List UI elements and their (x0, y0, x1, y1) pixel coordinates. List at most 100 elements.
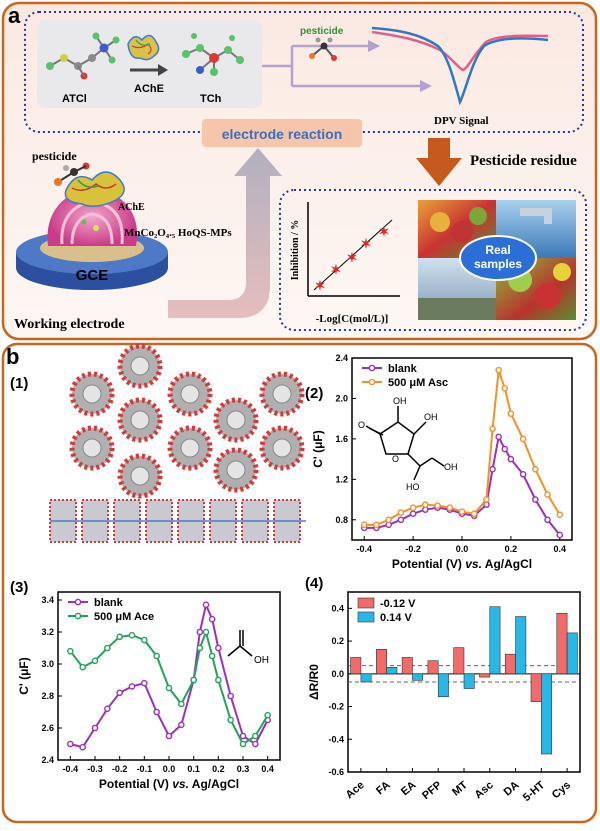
bar (376, 648, 387, 675)
data-point (501, 445, 509, 453)
y-tick-label: 0.4 (331, 603, 344, 613)
data-point (208, 652, 216, 660)
x-tick-label: -0.2 (112, 764, 128, 774)
data-point (532, 496, 539, 503)
data-point (489, 465, 496, 473)
data-point (397, 509, 405, 517)
real-samples-badge (459, 235, 537, 281)
log-axis-label: -Log[C(mol/L)] (316, 313, 389, 325)
data-point (141, 679, 148, 687)
material-label: MnCo₂O₄.₅ HoQS-MPs (124, 227, 232, 239)
inhibition-plot: ✶ ✶ ✶ ✶ ✶ (307, 202, 400, 297)
data-point (239, 740, 247, 748)
atcl-label: ATCl (62, 93, 87, 105)
panel-b: b (1) (2) (3) (4) -0.4 -0.2 0.0 0.2 0.4 0.8 1.… (1, 342, 598, 824)
y-tick-label: 0.0 (331, 669, 344, 679)
data-point (227, 692, 234, 700)
legend-label: blank (94, 597, 124, 609)
crystal-node-core (130, 410, 150, 430)
acetic-acid-structure-icon (227, 630, 253, 657)
legend-swatch (357, 611, 375, 623)
y-axis-label: ΔR/R0 (307, 664, 321, 700)
y-tick-label: 1.6 (335, 434, 348, 444)
data-point (67, 740, 74, 748)
x-axis-label: Potential (V) vs. Ag/AgCl (392, 557, 532, 571)
data-point (128, 683, 136, 690)
inhibition-point: ✶ (347, 250, 358, 265)
crystal-node-core (272, 438, 292, 458)
data-point (495, 366, 502, 374)
bar (427, 660, 439, 675)
electrode-reaction-label: electrode reaction (222, 126, 343, 142)
crystal-node-core (130, 356, 150, 376)
bar (504, 653, 516, 675)
y-tick-label: 2.4 (335, 353, 348, 363)
legend-marker (74, 612, 82, 620)
x-tick-label: 0.1 (187, 764, 200, 774)
y-tick-label: -0.2 (328, 702, 344, 712)
data-point (91, 657, 99, 665)
crystal-structure-illustration (49, 343, 306, 543)
ascorbic-acid-structure-icon (365, 406, 445, 481)
x-tick-label: 0.4 (261, 764, 274, 774)
data-point (458, 508, 466, 515)
data-point (116, 689, 123, 697)
data-point (544, 491, 551, 498)
y-tick-label: 3.2 (41, 627, 54, 637)
y-tick-label: 1.2 (335, 474, 348, 484)
atom-o: O (358, 420, 365, 430)
data-point (196, 644, 204, 652)
data-point (409, 510, 417, 518)
y-tick-label: 0.2 (331, 636, 344, 646)
data-point (104, 705, 111, 713)
data-point (489, 425, 496, 433)
data-point (373, 521, 380, 529)
legend-label: 500 μM Ace (94, 611, 154, 623)
crystal-node-core (130, 466, 150, 486)
bar (437, 673, 449, 698)
inhibition-point: ✶ (331, 262, 342, 277)
data-point (227, 716, 234, 724)
bar (530, 673, 542, 702)
data-point (79, 743, 86, 751)
subpanel-3-label: (3) (10, 579, 28, 596)
data-point (178, 721, 185, 729)
data-point (434, 502, 441, 509)
residue-box (279, 189, 587, 331)
y-tick-label: 3.0 (41, 659, 54, 669)
bar (515, 616, 527, 675)
bar (360, 673, 372, 683)
y-axis-label: C' (μF) (311, 430, 325, 468)
working-electrode-label: Working electrode (14, 317, 125, 332)
subpanel-2-label: (2) (305, 385, 323, 402)
y-axis-label: C' (μF) (17, 657, 31, 695)
y-tick-label: 2.0 (335, 393, 348, 403)
plot-b2: -0.4 -0.2 0.0 0.2 0.4 0.8 1.2 1.6 2.0 2.4 Potentia… (311, 353, 573, 571)
data-point (165, 732, 173, 740)
data-point (507, 410, 515, 417)
data-point (202, 601, 210, 609)
data-point (532, 465, 539, 473)
inhibition-axis-label: Inhibition / % (290, 220, 301, 281)
legend-label: 500 μM Asc (388, 377, 448, 389)
crystal-node-core (82, 384, 102, 404)
crystal-node-core (272, 384, 292, 404)
x-tick-label: 0.3 (237, 764, 250, 774)
data-point (501, 385, 509, 392)
x-axis-label: Potential (V) vs. Ag/AgCl (99, 777, 239, 791)
bar (489, 606, 501, 675)
x-tick-label: -0.3 (87, 764, 103, 774)
inhibition-point: ✶ (315, 278, 326, 293)
legend-marker (368, 364, 376, 372)
x-tick-label: 0.4 (554, 544, 567, 554)
data-point (519, 470, 527, 478)
bar (541, 673, 552, 755)
data-point (190, 676, 197, 684)
crystal-node-core (180, 384, 200, 404)
atom-oh: OH (424, 412, 438, 422)
pesticide-small-molecule-icon (309, 37, 337, 61)
legend-marker (368, 378, 376, 386)
data-point (507, 455, 515, 463)
gce-label: GCE (76, 267, 109, 284)
panel-a-label: a (8, 3, 21, 28)
